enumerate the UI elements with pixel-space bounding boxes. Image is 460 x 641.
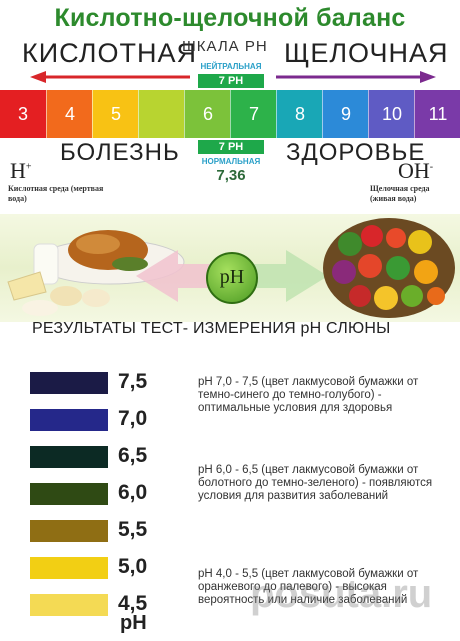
ph-color-swatch — [30, 557, 108, 579]
results-title: РЕЗУЛЬТАТЫ ТЕСТ- ИЗМЕРЕНИЯ рН СЛЮНЫ — [32, 320, 391, 337]
ph-value-label: 7,0 — [118, 407, 148, 430]
ph-color-swatch — [30, 372, 108, 394]
scale-label: ШКАЛА РН — [182, 38, 268, 55]
health-label: ЗДОРОВЬЕ — [286, 139, 426, 166]
page-title: Кислотно-щелочной баланс — [54, 4, 406, 32]
ph-scale-cell: 6 — [184, 90, 231, 138]
disease-label: БОЛЕЗНЬ — [60, 139, 180, 166]
ph-scale-cell: 5 — [92, 90, 139, 138]
oh-minus-ion: OH- — [398, 158, 433, 184]
description-disease: pH 4,0 - 5,5 (цвет лакмусовой бумажки от… — [198, 568, 419, 606]
ph-color-swatch — [30, 446, 108, 468]
watermark: posuta.ru — [250, 572, 433, 616]
ph-value-label: 5,5 — [118, 518, 148, 541]
double-arrow-icon — [136, 250, 328, 302]
vegetables-fruits-image — [323, 218, 455, 318]
normal-badge: 7 РН — [198, 140, 264, 154]
description-risk: pH 6,0 - 6,5 (цвет лакмусовой бумажки от… — [198, 464, 433, 502]
ph-scale-cell: 3 — [0, 90, 46, 138]
ph-scale-cell: 9 — [322, 90, 369, 138]
alkaline-arrow-icon — [276, 71, 436, 83]
ph-scale-bar: 3 4 5 6 7 8 9 10 11 — [0, 90, 460, 138]
ph-scale-cell: 4 — [46, 90, 93, 138]
ph-unit-label: pH — [120, 612, 147, 634]
meat-dairy-food-image — [7, 230, 185, 316]
ph-value-label: 4,5 — [118, 592, 148, 615]
ph-scale-cell: 7 — [230, 90, 277, 138]
oh-minus-symbol: OH — [398, 158, 430, 183]
acid-environment-note: Кислотная среда (мертвая вода) — [8, 184, 104, 203]
ph-scale-cell: 8 — [276, 90, 323, 138]
acid-label: КИСЛОТНАЯ — [22, 38, 197, 68]
ph-color-swatch — [30, 594, 108, 616]
ph-scale-cell — [138, 90, 185, 138]
normal-label: НОРМАЛЬНАЯ — [201, 157, 261, 166]
neutral-badge: 7 РН — [198, 74, 264, 88]
h-plus-symbol: H — [10, 158, 26, 183]
ph-color-swatch — [30, 483, 108, 505]
normal-value: 7,36 — [216, 167, 246, 184]
alkaline-environment-note: Щелочная среда (живая вода) — [370, 184, 430, 203]
h-plus-charge: + — [25, 161, 32, 173]
ph-scale-cell: 11 — [414, 90, 460, 138]
oh-minus-charge: - — [429, 161, 434, 173]
ph-value-label: 5,0 — [118, 555, 148, 578]
ph-circle-icon: pH — [206, 252, 258, 304]
neutral-label: НЕЙТРАЛЬНАЯ — [200, 62, 262, 71]
ph-value-label: 6,0 — [118, 481, 148, 504]
h-plus-ion: H+ — [10, 158, 32, 184]
ph-scale-cell: 10 — [368, 90, 415, 138]
ph-value-label: 6,5 — [118, 444, 148, 467]
ph-color-swatch — [30, 409, 108, 431]
acid-arrow-icon — [30, 71, 190, 83]
ph-color-swatch — [30, 520, 108, 542]
description-optimal: pH 7,0 - 7,5 (цвет лакмусовой бумажки от… — [198, 376, 419, 414]
alkaline-label: ЩЕЛОЧНАЯ — [284, 38, 449, 68]
ph-value-label: 7,5 — [118, 370, 148, 393]
